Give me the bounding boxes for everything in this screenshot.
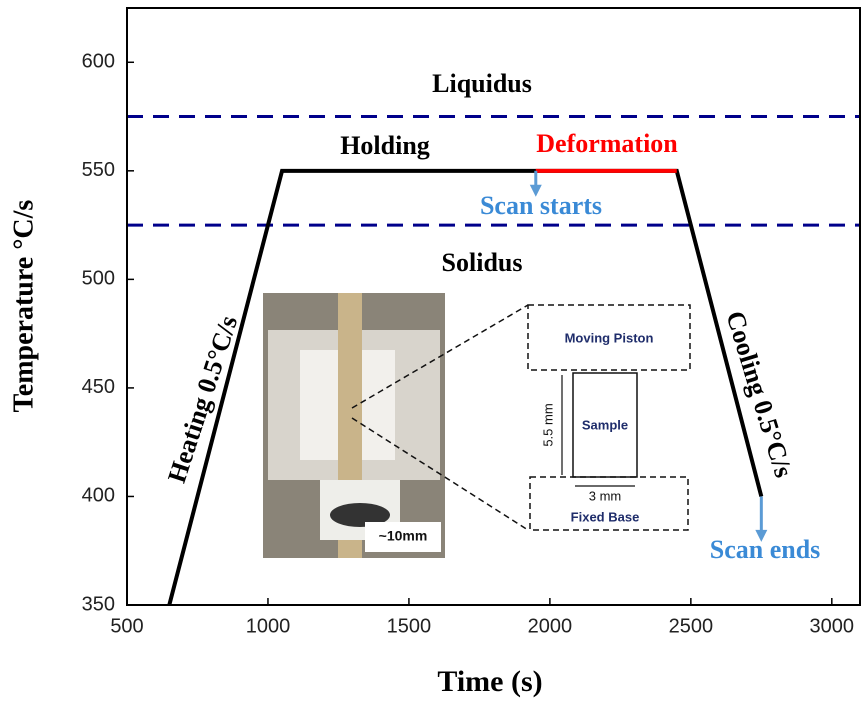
sample-label: Sample [582,417,628,432]
series-line [169,171,761,605]
annotation: Cooling 0.5°C/s [720,308,798,481]
piston-label: Moving Piston [565,330,654,345]
annotation: Deformation [536,129,678,158]
annotation: Holding [340,131,430,160]
x-tick-label: 2500 [669,615,714,637]
x-tick-label: 3000 [810,615,855,637]
y-tick-label: 600 [82,51,115,73]
x-tick-label: 1500 [387,615,432,637]
height-label: 5.5 mm [540,403,555,446]
y-tick-label: 400 [82,485,115,507]
scale-label: ~10mm [379,528,428,544]
x-axis-title: Time (s) [437,665,542,698]
x-tick-label: 2000 [528,615,573,637]
annotation: Solidus [442,248,523,277]
chart: Time (s) Temperature °C/s 500 1000 1500 200… [0,0,864,701]
x-tick-label: 500 [110,615,143,637]
base-label: Fixed Base [571,509,640,524]
annotation: Heating 0.5°C/s [162,312,243,486]
y-tick-label: 500 [82,268,115,290]
x-tick-label: 1000 [246,615,291,637]
annotation: Scan ends [710,535,821,564]
width-label: 3 mm [589,488,622,503]
inset: ~10mm Moving Piston Sample 5.5 mm 3 mm F… [263,293,690,558]
y-axis-title: Temperature °C/s [8,200,39,413]
annotation: Scan starts [480,191,602,220]
y-tick-label: 350 [82,593,115,615]
y-tick-label: 550 [82,159,115,181]
y-tick-label: 450 [82,376,115,398]
annotation: Liquidus [432,69,532,98]
